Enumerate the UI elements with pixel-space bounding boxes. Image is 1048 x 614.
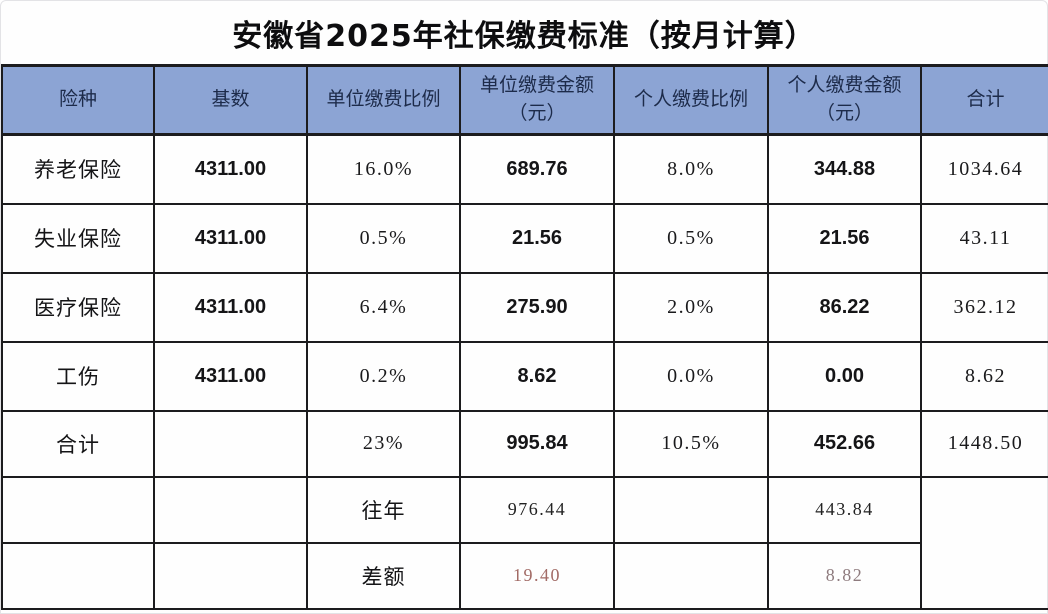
table-row-work-injury: 工伤 4311.00 0.2% 8.62 0.0% 0.00 8.62 xyxy=(1,340,1048,412)
cell-unit-rate: 23% xyxy=(306,409,461,478)
title-bar: 安徽省2025年社保缴费标准（按月计算） xyxy=(1,1,1047,64)
table-row-prior-year: 往年 976.44 443.84 xyxy=(1,475,1048,610)
col-header-personal-amount: 个人缴费金额（元） xyxy=(767,64,922,136)
cell-empty xyxy=(1,541,155,610)
cell-unit-rate: 0.2% xyxy=(306,340,461,412)
cell-personal-rate: 0.0% xyxy=(613,340,769,412)
cell-insurance-type: 医疗保险 xyxy=(1,271,155,343)
col-header-unit-amount: 单位缴费金额（元） xyxy=(459,64,615,136)
cell-personal-amount: 0.00 xyxy=(767,340,922,412)
cell-unit-amount: 995.84 xyxy=(459,409,615,478)
cell-base xyxy=(153,409,308,478)
cell-difference-label: 差额 xyxy=(306,541,461,610)
cell-empty xyxy=(153,475,308,544)
cell-personal-amount: 21.56 xyxy=(767,202,922,274)
cell-empty xyxy=(1,475,155,544)
cell-insurance-type: 工伤 xyxy=(1,340,155,412)
cell-personal-rate: 2.0% xyxy=(613,271,769,343)
cell-total: 1034.64 xyxy=(920,133,1048,205)
table-row-difference: 差额 19.40 8.82 xyxy=(1,541,1048,610)
cell-prior-unit-amount: 976.44 xyxy=(459,475,615,544)
cell-unit-rate: 0.5% xyxy=(306,202,461,274)
cell-unit-amount: 21.56 xyxy=(459,202,615,274)
table-row-pension: 养老保险 4311.00 16.0% 689.76 8.0% 344.88 10… xyxy=(1,133,1048,205)
cell-unit-rate: 6.4% xyxy=(306,271,461,343)
cell-unit-amount: 275.90 xyxy=(459,271,615,343)
col-header-personal-rate: 个人缴费比例 xyxy=(613,64,769,136)
col-header-insurance-type: 险种 xyxy=(1,64,155,136)
cell-prior-personal-amount: 443.84 xyxy=(767,475,922,544)
social-insurance-table: 险种 基数 单位缴费比例 单位缴费金额（元） 个人缴费比例 个人缴费金额（元） … xyxy=(1,64,1048,610)
cell-personal-amount: 344.88 xyxy=(767,133,922,205)
cell-diff-personal-amount: 8.82 xyxy=(767,541,922,610)
col-header-total: 合计 xyxy=(920,64,1048,136)
cell-personal-rate: 0.5% xyxy=(613,202,769,274)
cell-diff-unit-amount: 19.40 xyxy=(459,541,615,610)
cell-insurance-type: 失业保险 xyxy=(1,202,155,274)
cell-base: 4311.00 xyxy=(153,340,308,412)
cell-personal-amount: 452.66 xyxy=(767,409,922,478)
header-row: 险种 基数 单位缴费比例 单位缴费金额（元） 个人缴费比例 个人缴费金额（元） … xyxy=(1,64,1048,136)
cell-personal-rate: 8.0% xyxy=(613,133,769,205)
col-header-base: 基数 xyxy=(153,64,308,136)
cell-unit-rate: 16.0% xyxy=(306,133,461,205)
cell-base: 4311.00 xyxy=(153,271,308,343)
cell-insurance-type: 养老保险 xyxy=(1,133,155,205)
cell-base: 4311.00 xyxy=(153,133,308,205)
cell-personal-rate: 10.5% xyxy=(613,409,769,478)
cell-base: 4311.00 xyxy=(153,202,308,274)
cell-empty xyxy=(613,475,769,544)
cell-unit-amount: 689.76 xyxy=(459,133,615,205)
cell-total: 8.62 xyxy=(920,340,1048,412)
table-row-unemployment: 失业保险 4311.00 0.5% 21.56 0.5% 21.56 43.11 xyxy=(1,202,1048,274)
cell-total: 1448.50 xyxy=(920,409,1048,478)
table-row-grand-total: 合计 23% 995.84 10.5% 452.66 1448.50 xyxy=(1,409,1048,478)
cell-total: 43.11 xyxy=(920,202,1048,274)
col-header-unit-rate: 单位缴费比例 xyxy=(306,64,461,136)
cell-total-empty xyxy=(920,475,1048,610)
cell-unit-amount: 8.62 xyxy=(459,340,615,412)
cell-total: 362.12 xyxy=(920,271,1048,343)
page-title: 安徽省2025年社保缴费标准（按月计算） xyxy=(232,18,816,54)
table-row-medical: 医疗保险 4311.00 6.4% 275.90 2.0% 86.22 362.… xyxy=(1,271,1048,343)
cell-insurance-type: 合计 xyxy=(1,409,155,478)
cell-empty xyxy=(153,541,308,610)
cell-prior-year-label: 往年 xyxy=(306,475,461,544)
cell-empty xyxy=(613,541,769,610)
cell-personal-amount: 86.22 xyxy=(767,271,922,343)
